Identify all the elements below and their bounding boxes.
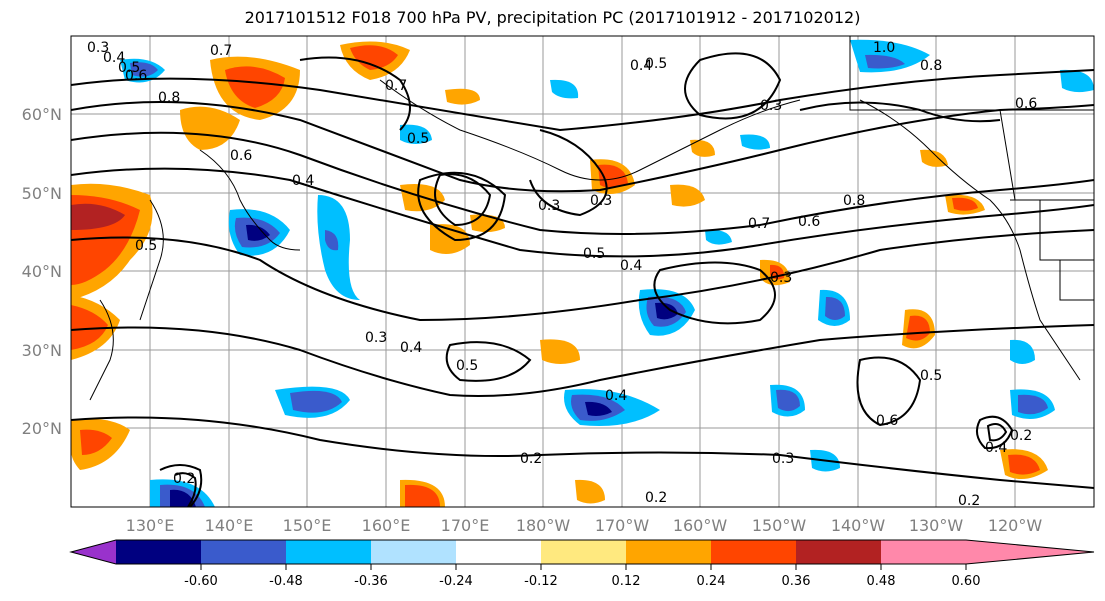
contour-label: 0.4 xyxy=(103,50,125,66)
lon-label: 150°E xyxy=(283,516,332,535)
contour-label: 0.4 xyxy=(292,173,314,189)
contour-label: 0.4 xyxy=(400,340,422,356)
contour-label: 0.8 xyxy=(843,193,865,209)
contour-label: 0.7 xyxy=(210,43,232,59)
colorbar-tick-label: 0.48 xyxy=(867,574,896,589)
colorbar-tick-label: 0.60 xyxy=(952,574,981,589)
colorbar-segment xyxy=(286,540,371,564)
lat-label: 60°N xyxy=(22,105,62,124)
colorbar-tick-label: 0.12 xyxy=(612,574,641,589)
colorbar-extend-low xyxy=(71,540,116,564)
contour-label: 0.2 xyxy=(1010,428,1032,444)
contour-label: 0.3 xyxy=(772,451,794,467)
contour-label: 0.5 xyxy=(645,56,667,72)
colorbar-tick-label: -0.24 xyxy=(439,574,473,589)
lon-label: 170°W xyxy=(595,516,650,535)
lon-label: 140°W xyxy=(831,516,886,535)
map-title: 2017101512 F018 700 hPa PV, precipitatio… xyxy=(244,8,861,27)
colorbar-tick-label: -0.36 xyxy=(354,574,388,589)
contour-label: 0.3 xyxy=(365,330,387,346)
contour-label: 0.3 xyxy=(770,270,792,286)
contour-label: 0.5 xyxy=(456,358,478,374)
contour-label: 0.5 xyxy=(135,238,157,254)
colorbar-segment xyxy=(881,540,966,564)
pv-contours xyxy=(71,52,1094,507)
contour-label: 0.3 xyxy=(590,193,612,209)
contour-label: 0.4 xyxy=(630,58,652,74)
contour-label: 0.6 xyxy=(798,214,820,230)
contour-label: 0.7 xyxy=(748,216,770,232)
colorbar-segment xyxy=(796,540,881,564)
contour-label: 0.2 xyxy=(520,451,542,467)
coastlines xyxy=(89,36,1094,401)
colorbar-extend-high xyxy=(966,540,1094,564)
longitude-labels: 130°E 140°E 150°E 160°E 170°E 180°W 170°… xyxy=(126,516,1043,535)
contour-label: 0.4 xyxy=(620,258,642,274)
contour-label: 1.0 xyxy=(873,40,895,56)
contour-label: 0.6 xyxy=(125,68,147,84)
lon-label: 130°W xyxy=(909,516,964,535)
contour-label: 0.6 xyxy=(876,413,898,429)
lon-label: 120°W xyxy=(988,516,1043,535)
lat-label: 50°N xyxy=(22,184,62,203)
contour-label: 0.6 xyxy=(230,148,252,164)
colorbar-segment xyxy=(456,540,541,564)
latitude-labels: 60°N 50°N 40°N 30°N 20°N xyxy=(22,105,62,438)
contour-label: 0.7 xyxy=(385,78,407,94)
contour-label: 0.3 xyxy=(760,98,782,114)
contour-label: 0.5 xyxy=(920,368,942,384)
colorbar-outline xyxy=(69,539,1095,565)
contour-label: 0.2 xyxy=(645,490,667,506)
colorbar-tick-label: -0.12 xyxy=(524,574,558,589)
lat-label: 30°N xyxy=(22,341,62,360)
colorbar-tick-label: -0.48 xyxy=(269,574,303,589)
colorbar-segment xyxy=(711,540,796,564)
lon-label: 150°W xyxy=(752,516,807,535)
contour-label: 0.5 xyxy=(118,60,140,76)
contour-label: 0.4 xyxy=(605,388,627,404)
lat-label: 20°N xyxy=(22,419,62,438)
contour-label: 0.3 xyxy=(538,198,560,214)
contour-label: 0.2 xyxy=(173,471,195,487)
lon-label: 160°W xyxy=(673,516,728,535)
map-frame xyxy=(70,35,1095,508)
colorbar-segment xyxy=(116,540,201,564)
lat-label: 40°N xyxy=(22,262,62,281)
lon-label: 140°E xyxy=(205,516,254,535)
lon-label: 180°W xyxy=(516,516,571,535)
colorbar: -0.60 -0.48 -0.36 -0.24 -0.12 0.12 0.24 … xyxy=(69,539,1095,589)
colorbar-tick-label: -0.60 xyxy=(184,574,218,589)
colorbar-segment xyxy=(371,540,456,564)
contour-label: 0.4 xyxy=(985,440,1007,456)
contour-label-group: 0.3 0.4 0.5 0.6 0.7 0.8 1.0 0.4 0.5 0.6 … xyxy=(87,40,1037,509)
lon-label: 130°E xyxy=(126,516,175,535)
colorbar-segment xyxy=(201,540,286,564)
lon-label: 170°E xyxy=(441,516,490,535)
contour-label: 0.6 xyxy=(1015,96,1037,112)
colorbar-tick-label: 0.36 xyxy=(782,574,811,589)
contour-label: 0.5 xyxy=(407,131,429,147)
contour-label: 0.5 xyxy=(583,246,605,262)
contour-label: 0.3 xyxy=(87,40,109,56)
contour-label: 0.2 xyxy=(958,493,980,509)
colorbar-tick-label: 0.24 xyxy=(697,574,726,589)
colorbar-segment xyxy=(541,540,626,564)
precipitation-shading xyxy=(71,39,1094,507)
lon-label: 160°E xyxy=(362,516,411,535)
contour-label: 0.8 xyxy=(158,90,180,106)
colorbar-segment xyxy=(626,540,711,564)
contour-label: 0.8 xyxy=(920,58,942,74)
